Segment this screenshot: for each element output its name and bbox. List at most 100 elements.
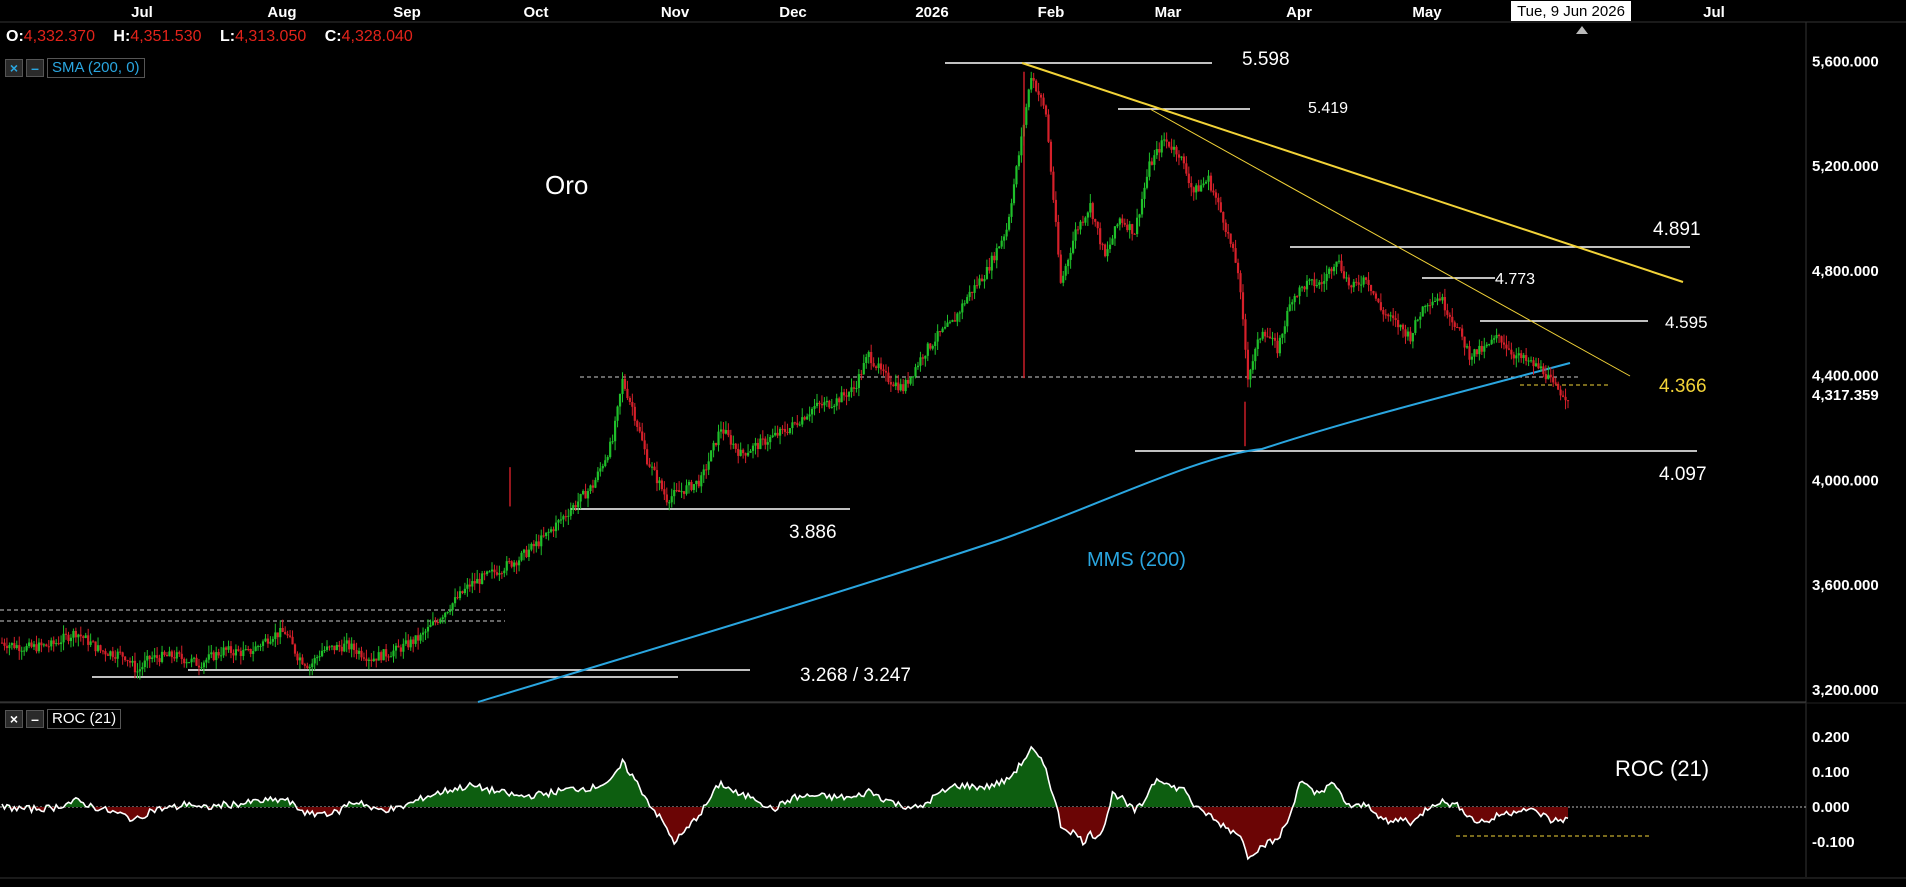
sma-indicator-label[interactable]: SMA (200, 0) [47,58,145,78]
last-price: 4,317.359 [1812,387,1879,404]
y-axis: 5,600.000 5,200.000 4,800.000 4,400.000 4,00… [1812,53,1879,699]
candle-body [242,649,245,657]
candle-body [178,652,181,654]
candle-body [889,382,892,385]
candle-body [700,475,703,487]
candle-body [1204,181,1208,184]
candle-body [1217,197,1220,203]
candle-body [345,640,348,644]
candle-body [1081,221,1085,223]
candle-body [136,671,139,673]
candle-body [655,470,659,484]
candle-body [948,321,952,323]
candle-body [348,640,351,650]
candle-body [254,646,257,652]
candle-body [1537,363,1540,369]
candle-body [1480,345,1483,352]
candle-body [222,647,225,656]
candle-body [1397,320,1400,328]
candle-body [1342,271,1346,279]
candle-body [1561,395,1565,397]
candle-body [746,452,750,456]
level-label: 4.366 [1659,376,1707,397]
candle-body [1126,224,1129,231]
candle-body [298,657,302,661]
candle-body [495,572,499,575]
candle-body [106,654,109,656]
candle-body [23,650,26,652]
candle-body [387,656,390,658]
candle-body [74,630,77,638]
candle-body [505,561,508,571]
candle-body [941,328,944,332]
candle-body [151,657,154,659]
candle-body [67,634,70,642]
candle-body [520,552,523,561]
candle-body [985,266,989,279]
candle-body [1328,268,1331,274]
candle-body [1190,183,1193,188]
candle-body [362,657,366,659]
candle-body [793,422,796,424]
candle-body [1071,240,1075,253]
candle-body [471,581,474,587]
candle-body [971,291,974,293]
candle-body [1219,202,1222,213]
candle-body [360,650,363,658]
candle-body [229,646,233,653]
x-tick-label: Dec [779,4,807,21]
candle-body [436,621,439,623]
candle-body [308,667,311,669]
roc-indicator-label[interactable]: ROC (21) [47,709,122,729]
candle-body [232,652,235,656]
candle-body [867,351,870,358]
close-icon[interactable]: × [5,710,23,728]
sma-indicator-legend: × – SMA (200, 0) [5,58,145,78]
candle-body [1431,301,1434,306]
candle-body [1350,285,1353,288]
candle-body [261,641,265,646]
candle-body [158,658,161,662]
candle-body [355,650,358,654]
candle-body [1453,322,1456,327]
sma-200-line [477,362,1571,703]
candle-body [306,665,309,669]
candle-body [820,404,824,406]
candle-body [584,490,587,499]
level-label: 4.595 [1665,313,1708,332]
level-label: 4.097 [1659,464,1707,485]
candle-body [259,645,262,647]
candle-body [269,641,272,644]
close-icon[interactable]: × [5,59,23,77]
minimize-icon[interactable]: – [26,710,44,728]
roc-tick-label: -0.100 [1812,834,1855,851]
crosshair-date: Tue, 9 Jun 2026 [1517,3,1625,20]
candle-body [1367,279,1370,285]
candle-body [1387,314,1390,317]
candle-body [357,650,361,654]
candle-body [579,494,582,502]
candle-body [333,645,336,651]
candle-body [1214,192,1217,198]
level-label: 3.886 [789,522,837,543]
candle-body [1057,221,1060,255]
candle-body [975,285,979,287]
level-label: 5.419 [1308,100,1348,117]
minimize-icon[interactable]: – [26,59,44,77]
candle-body [1163,139,1166,141]
candle-body [1547,374,1550,380]
candle-body [742,449,745,454]
candle-body [1268,336,1272,339]
ohlc-readout: O:4,332.370 H:4,351.530 L:4,313.050 C:4,… [6,28,427,46]
candle-body [1035,80,1038,92]
candle-body [924,355,927,359]
candle-body [1451,316,1454,323]
candle-body [458,591,462,599]
candle-body [929,343,932,349]
candle-body [1148,161,1151,177]
candle-body [840,392,843,403]
candle-body [148,655,151,659]
candle-body [338,644,341,647]
candle-body [1458,327,1461,329]
